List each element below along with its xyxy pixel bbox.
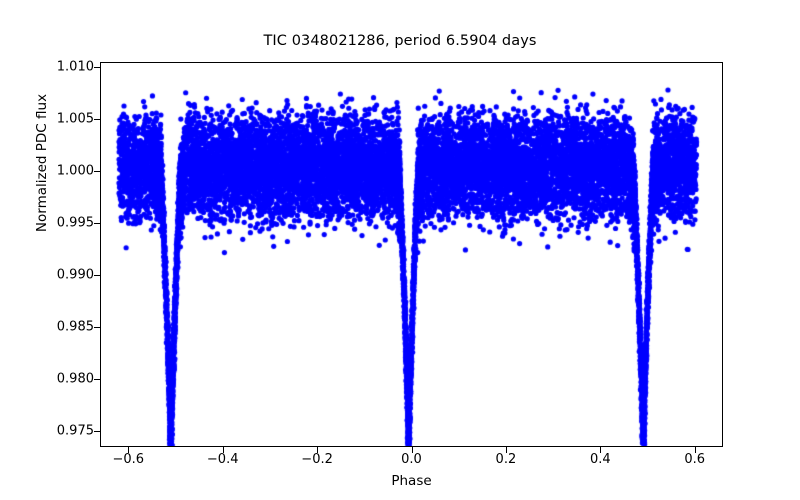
y-tick-label: 1.000 (56, 163, 94, 179)
y-tick-label: 0.975 (56, 423, 94, 439)
x-tick-label: 0.6 (684, 452, 706, 467)
y-tick-label: 0.985 (56, 319, 94, 335)
y-tick-mark (93, 119, 100, 121)
y-tick-label: 1.010 (56, 59, 94, 75)
x-tick-mark (222, 446, 224, 453)
x-tick-mark (505, 446, 507, 453)
x-tick-mark (694, 446, 696, 453)
y-tick-mark (93, 275, 100, 277)
scatter-plot-canvas (101, 63, 722, 446)
y-tick-label: 1.005 (56, 111, 94, 127)
x-tick-mark (317, 446, 319, 453)
y-tick-label: 0.995 (56, 215, 94, 231)
page-title: TIC 0348021286, period 6.5904 days (263, 33, 537, 49)
x-axis-label: Phase (391, 473, 432, 489)
y-axis-label: Normalized PDC flux (34, 93, 50, 233)
x-tick-label: −0.2 (301, 452, 333, 467)
y-tick-mark (93, 431, 100, 433)
x-tick-label: 0.2 (495, 452, 517, 467)
y-tick-mark (93, 171, 100, 173)
y-tick-label: 0.990 (56, 267, 94, 283)
y-tick-mark (93, 379, 100, 381)
y-tick-mark (93, 223, 100, 225)
y-axis-tick-labels: 1.010 1.005 1.000 0.995 0.990 0.985 0.980 0.975 (26, 0, 94, 500)
plot-area (100, 62, 723, 447)
x-tick-mark (128, 446, 130, 453)
y-tick-mark (93, 327, 100, 329)
x-tick-label: −0.4 (206, 452, 239, 467)
x-tick-label: 0.0 (401, 452, 422, 467)
y-tick-mark (93, 67, 100, 69)
y-tick-label: 0.980 (56, 371, 94, 387)
x-tick-label: −0.6 (112, 452, 145, 467)
x-tick-mark (600, 446, 602, 453)
x-tick-label: 0.4 (589, 452, 611, 467)
x-tick-mark (411, 446, 413, 453)
